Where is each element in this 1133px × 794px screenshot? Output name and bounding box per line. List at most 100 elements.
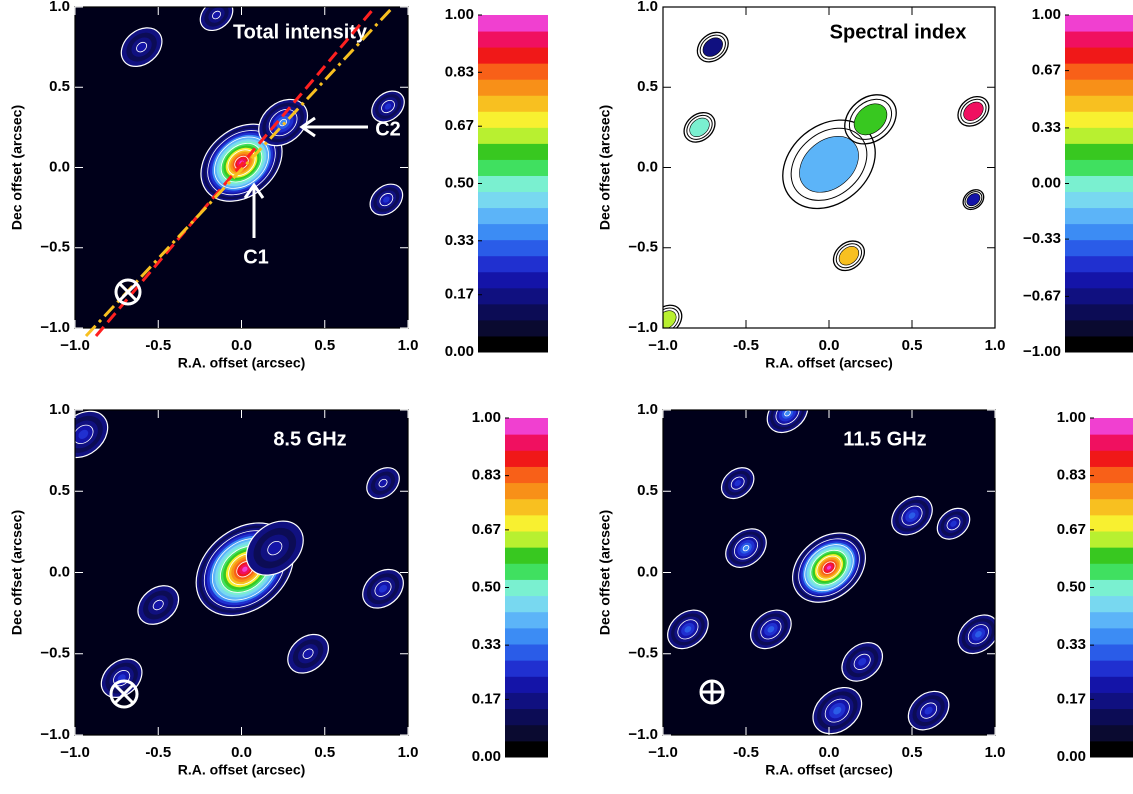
- colorbar-tick-label: 0.50: [472, 578, 501, 595]
- colorbar-band: [505, 595, 548, 613]
- x-tick-label: −1.0: [648, 744, 678, 761]
- colorbar-tick-label: 0.67: [445, 117, 474, 134]
- colorbar-tick-label: 0.33: [472, 636, 501, 653]
- colorbar-band: [505, 563, 548, 580]
- colorbar-band: [505, 466, 548, 484]
- colorbar-tick-label: 0.83: [472, 467, 501, 484]
- x-tick-label: 0.5: [314, 337, 335, 354]
- colorbar-band: [1090, 434, 1133, 451]
- source-contour: [699, 34, 726, 60]
- panel: −1.0 -0.5 0.0 0.5 1.0 −1.0 −0.5 0.0 0.5 1.0 R.A. o…: [597, 0, 1133, 371]
- panel: −1.0 -0.5 0.0 0.5 1.0 −1.0 −0.5 0.0 0.5 1.0 R.A. o…: [9, 0, 548, 371]
- source-level: [378, 584, 388, 593]
- x-axis-label: R.A. offset (arcsec): [178, 762, 306, 778]
- source-level: [684, 626, 692, 633]
- source: [844, 94, 897, 145]
- x-tick-label: 1.0: [985, 337, 1006, 354]
- colorbar-tick-label: 0.00: [1032, 174, 1061, 191]
- colorbar-tick-label: 1.00: [472, 409, 501, 426]
- colorbar-band: [1065, 127, 1133, 144]
- colorbar-band: [505, 708, 548, 726]
- y-tick-label: −0.5: [628, 239, 658, 256]
- x-tick-label: -0.5: [733, 744, 759, 761]
- colorbar-band: [1065, 159, 1133, 176]
- colorbar-band: [505, 579, 548, 597]
- source-fill: [689, 117, 710, 137]
- x-tick-label: 0.5: [902, 337, 923, 354]
- colorbar-band: [478, 15, 548, 32]
- colorbar-band: [478, 143, 548, 160]
- colorbar-band: [505, 676, 548, 693]
- colorbar-tick-label: 0.67: [1032, 62, 1061, 79]
- colorbar-band: [1065, 319, 1133, 337]
- colorbar-band: [1090, 563, 1133, 580]
- source-contour: [686, 114, 713, 140]
- source-level: [302, 648, 314, 659]
- source-contour: [835, 243, 863, 269]
- x-tick-label: 0.0: [819, 337, 840, 354]
- y-tick-label: −0.5: [40, 645, 70, 662]
- colorbar-tick-label: 0.50: [445, 174, 474, 191]
- y-tick-label: 0.0: [49, 158, 70, 175]
- y-tick-label: 1.0: [637, 0, 658, 15]
- colorbar-band: [1090, 644, 1133, 661]
- colorbar-band: [505, 450, 548, 467]
- annotation: C2: [375, 118, 401, 140]
- colorbar-band: [478, 63, 548, 80]
- colorbar-band: [1090, 531, 1133, 548]
- colorbar-band: [505, 692, 548, 710]
- colorbar-band: [478, 287, 548, 305]
- panel-title: Spectral index: [830, 21, 967, 43]
- colorbar-band: [1065, 47, 1133, 64]
- x-tick-label: -0.5: [145, 744, 171, 761]
- sources: [75, 410, 404, 698]
- colorbar-tick-label: 0.67: [472, 521, 501, 538]
- colorbar-band: [1065, 175, 1133, 193]
- source: [957, 95, 990, 127]
- source-level: [742, 544, 750, 552]
- colorbar-band: [505, 660, 548, 677]
- colorbar-tick-label: 0.17: [445, 286, 474, 303]
- colorbar-band: [1090, 482, 1133, 500]
- y-tick-label: 0.0: [637, 563, 658, 580]
- colorbar-band: [1090, 579, 1133, 597]
- colorbar-tick-label: 0.33: [1057, 636, 1086, 653]
- colorbar-band: [478, 303, 548, 321]
- y-axis-label: Dec offset (arcsec): [9, 105, 25, 230]
- colorbar-band: [478, 95, 548, 112]
- source-level: [734, 480, 741, 487]
- x-tick-label: 0.0: [819, 744, 840, 761]
- y-tick-label: −1.0: [628, 726, 658, 743]
- source-fill: [799, 136, 859, 193]
- y-tick-label: 1.0: [49, 0, 70, 15]
- source-contour: [960, 98, 987, 124]
- colorbar-band: [1090, 660, 1133, 677]
- x-axis-label: R.A. offset (arcsec): [765, 355, 893, 371]
- colorbar-band: [1090, 514, 1133, 532]
- colorbar-band: [1090, 547, 1133, 564]
- source-level: [950, 520, 957, 527]
- colorbar-band: [505, 740, 548, 758]
- x-tick-label: 1.0: [985, 744, 1006, 761]
- colorbar-band: [1065, 303, 1133, 321]
- source-level: [975, 631, 982, 638]
- colorbar-band: [478, 255, 548, 273]
- y-tick-label: −1.0: [40, 726, 70, 743]
- source: [683, 111, 716, 143]
- x-axis-label: R.A. offset (arcsec): [765, 762, 893, 778]
- x-axis-label: R.A. offset (arcsec): [178, 355, 306, 371]
- colorbar-band: [1065, 191, 1133, 209]
- source: [832, 240, 865, 272]
- source-contour: [964, 191, 983, 209]
- colorbar-tick-label: −0.67: [1023, 287, 1061, 304]
- colorbar-band: [1065, 207, 1133, 225]
- colorbar-band: [478, 191, 548, 209]
- colorbar-band: [478, 79, 548, 96]
- source-level: [858, 658, 867, 666]
- colorbar-band: [1090, 595, 1133, 613]
- annotation: C1: [243, 246, 269, 268]
- colorbar-band: [478, 175, 548, 193]
- source-level: [378, 478, 388, 488]
- colorbar-tick-label: −0.33: [1023, 230, 1061, 247]
- colorbar-band: [1065, 287, 1133, 305]
